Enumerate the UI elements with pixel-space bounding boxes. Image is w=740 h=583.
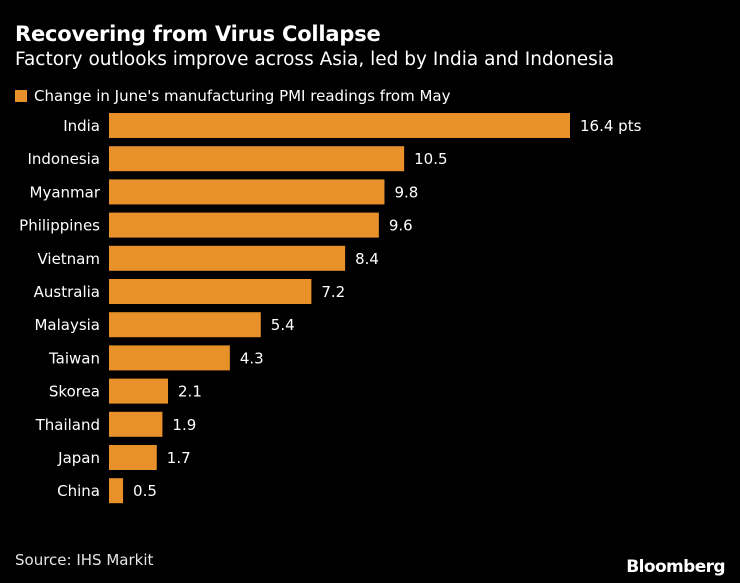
value-label: 7.2 [321, 283, 345, 301]
category-label: Skorea [49, 383, 100, 401]
value-label: 10.5 [414, 150, 447, 168]
bar [109, 312, 261, 338]
category-label: Vietnam [37, 250, 100, 268]
value-label: 9.6 [389, 217, 413, 235]
chart-title: Recovering from Virus Collapse [15, 22, 381, 46]
bar [109, 279, 312, 304]
category-label: China [57, 482, 100, 500]
value-label: 9.8 [394, 183, 418, 201]
chart-subtitle: Factory outlooks improve across Asia, le… [15, 49, 615, 70]
bar [109, 179, 385, 205]
bloomberg-logo: Bloomberg [626, 557, 725, 577]
legend-swatch [15, 90, 27, 102]
value-label: 5.4 [271, 316, 295, 334]
category-label: Taiwan [48, 349, 100, 367]
category-label: Japan [57, 449, 100, 467]
bar [109, 478, 124, 504]
bar [109, 212, 379, 238]
legend-label: Change in June's manufacturing PMI readi… [34, 87, 451, 105]
value-label: 4.3 [240, 349, 264, 367]
category-label: Philippines [19, 217, 100, 235]
legend: Change in June's manufacturing PMI readi… [15, 86, 451, 106]
value-label: 16.4 pts [580, 117, 642, 135]
category-label: Indonesia [27, 150, 100, 168]
bar [109, 345, 230, 371]
value-label: 8.4 [355, 250, 379, 268]
bar [109, 113, 570, 138]
category-label: Australia [34, 283, 100, 301]
value-label: 0.5 [133, 482, 157, 500]
source-note: Source: IHS Markit [15, 551, 154, 569]
category-label: Malaysia [34, 316, 100, 334]
bar [109, 445, 157, 470]
bar [109, 378, 169, 404]
category-label: Myanmar [30, 183, 101, 201]
bar [109, 146, 405, 172]
value-label: 1.7 [167, 449, 191, 467]
category-label: Thailand [35, 416, 100, 434]
category-label: India [63, 117, 100, 135]
value-label: 2.1 [178, 383, 202, 401]
bar [109, 411, 163, 437]
bar [109, 245, 346, 271]
value-label: 1.9 [172, 416, 196, 434]
